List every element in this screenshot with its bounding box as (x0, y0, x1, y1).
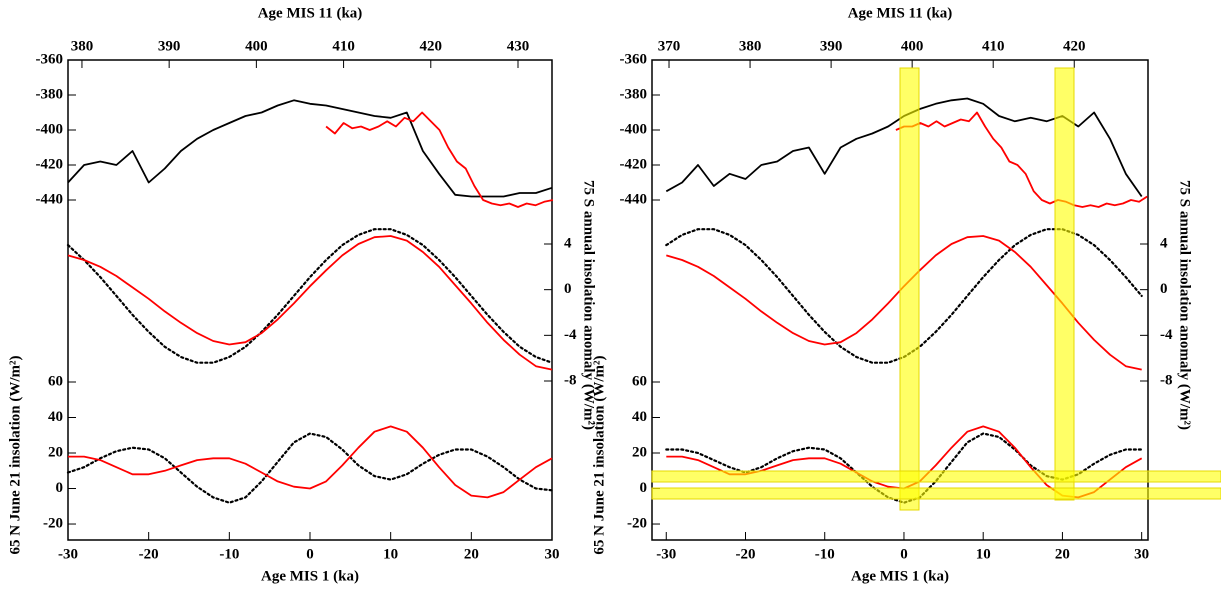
x-tick-label: 20 (464, 546, 479, 562)
highlight-band (1054, 67, 1075, 501)
y2-tick-label: -8 (1160, 372, 1173, 388)
y-tick-label: 60 (632, 373, 647, 389)
x2-axis-label: Age MIS 11 (ka) (258, 5, 363, 21)
y-tick-label: -420 (36, 156, 64, 172)
y2-axis-label: 75 S annual insolation anomaly (W/m²) (1177, 180, 1193, 430)
series-line (67, 235, 553, 371)
x2-tick-label: 400 (901, 38, 924, 54)
x2-tick-label: 390 (820, 38, 843, 54)
x2-tick-label: 400 (245, 38, 268, 54)
x2-tick-label: 430 (507, 38, 530, 54)
highlights (651, 67, 1221, 511)
series-line (66, 432, 554, 504)
y2-tick-label: 4 (1160, 235, 1168, 251)
x2-tick-label: 410 (332, 38, 355, 54)
y-tick-label: 0 (640, 480, 648, 496)
plot-frame (651, 59, 1149, 541)
y-tick-label: 20 (48, 444, 63, 460)
y2-tick-label: -4 (564, 327, 577, 343)
x-tick-label: -10 (815, 546, 835, 562)
y-tick-label: -440 (620, 191, 648, 207)
highlight-band (651, 470, 1221, 483)
y-tick-label: -400 (36, 121, 64, 137)
plot-frame (67, 59, 553, 541)
x-tick-label: -10 (219, 546, 239, 562)
x-tick-label: 20 (1055, 546, 1070, 562)
x2-tick-label: 390 (158, 38, 181, 54)
series-line (325, 111, 554, 208)
highlight-band (651, 487, 1221, 500)
x-axis-label: Age MIS 1 (ka) (261, 568, 359, 584)
y-tick-label: -380 (36, 86, 64, 102)
x-tick-label: -20 (735, 546, 755, 562)
x-tick-label: 10 (383, 546, 398, 562)
y-tick-label: 60 (48, 373, 63, 389)
y-tick-label: -400 (620, 121, 648, 137)
x2-tick-label: 370 (658, 38, 681, 54)
y2-tick-label: 4 (564, 235, 572, 251)
y-tick-label: -380 (620, 86, 648, 102)
x-tick-label: 10 (976, 546, 991, 562)
y-tick-label: 20 (632, 444, 647, 460)
y2-tick-label: 0 (564, 281, 572, 297)
y-tick-label: -360 (36, 51, 64, 67)
x-tick-label: 30 (545, 546, 560, 562)
series-line (895, 111, 1148, 208)
y-tick-label: -20 (627, 515, 647, 531)
y-tick-label: 40 (632, 409, 647, 425)
y-tick-label: 40 (48, 409, 63, 425)
y-axis-label: 65 N June 21 insolation (W/m²) (7, 355, 23, 554)
y-tick-label: -20 (43, 515, 63, 531)
y-tick-label: 0 (56, 480, 64, 496)
x2-tick-label: 410 (982, 38, 1005, 54)
x2-tick-label: 420 (420, 38, 443, 54)
y2-tick-label: -8 (564, 372, 577, 388)
x-tick-label: 30 (1134, 546, 1149, 562)
x-tick-label: -30 (656, 546, 676, 562)
x-axis-label: Age MIS 1 (ka) (851, 568, 949, 584)
y-tick-label: -420 (620, 156, 648, 172)
y2-tick-label: 0 (1160, 281, 1168, 297)
x-tick-label: -30 (58, 546, 78, 562)
y2-tick-label: -4 (1160, 327, 1173, 343)
x2-tick-label: 380 (739, 38, 762, 54)
y2-axis-label: 75 S annual insolation anomaly (W/m²) (581, 180, 597, 430)
series-line (67, 99, 553, 198)
series-line (66, 228, 554, 364)
x-tick-label: -20 (139, 546, 159, 562)
x2-axis-label: Age MIS 11 (ka) (848, 5, 953, 21)
x2-tick-label: 380 (71, 38, 94, 54)
y-tick-label: -440 (36, 191, 64, 207)
highlight-band (899, 67, 920, 511)
x-tick-label: 0 (306, 546, 314, 562)
series-line (68, 425, 553, 499)
y-tick-label: -360 (620, 51, 648, 67)
y-axis-label: 65 N June 21 insolation (W/m²) (591, 355, 607, 554)
x-tick-label: 0 (900, 546, 908, 562)
x2-tick-label: 420 (1063, 38, 1086, 54)
